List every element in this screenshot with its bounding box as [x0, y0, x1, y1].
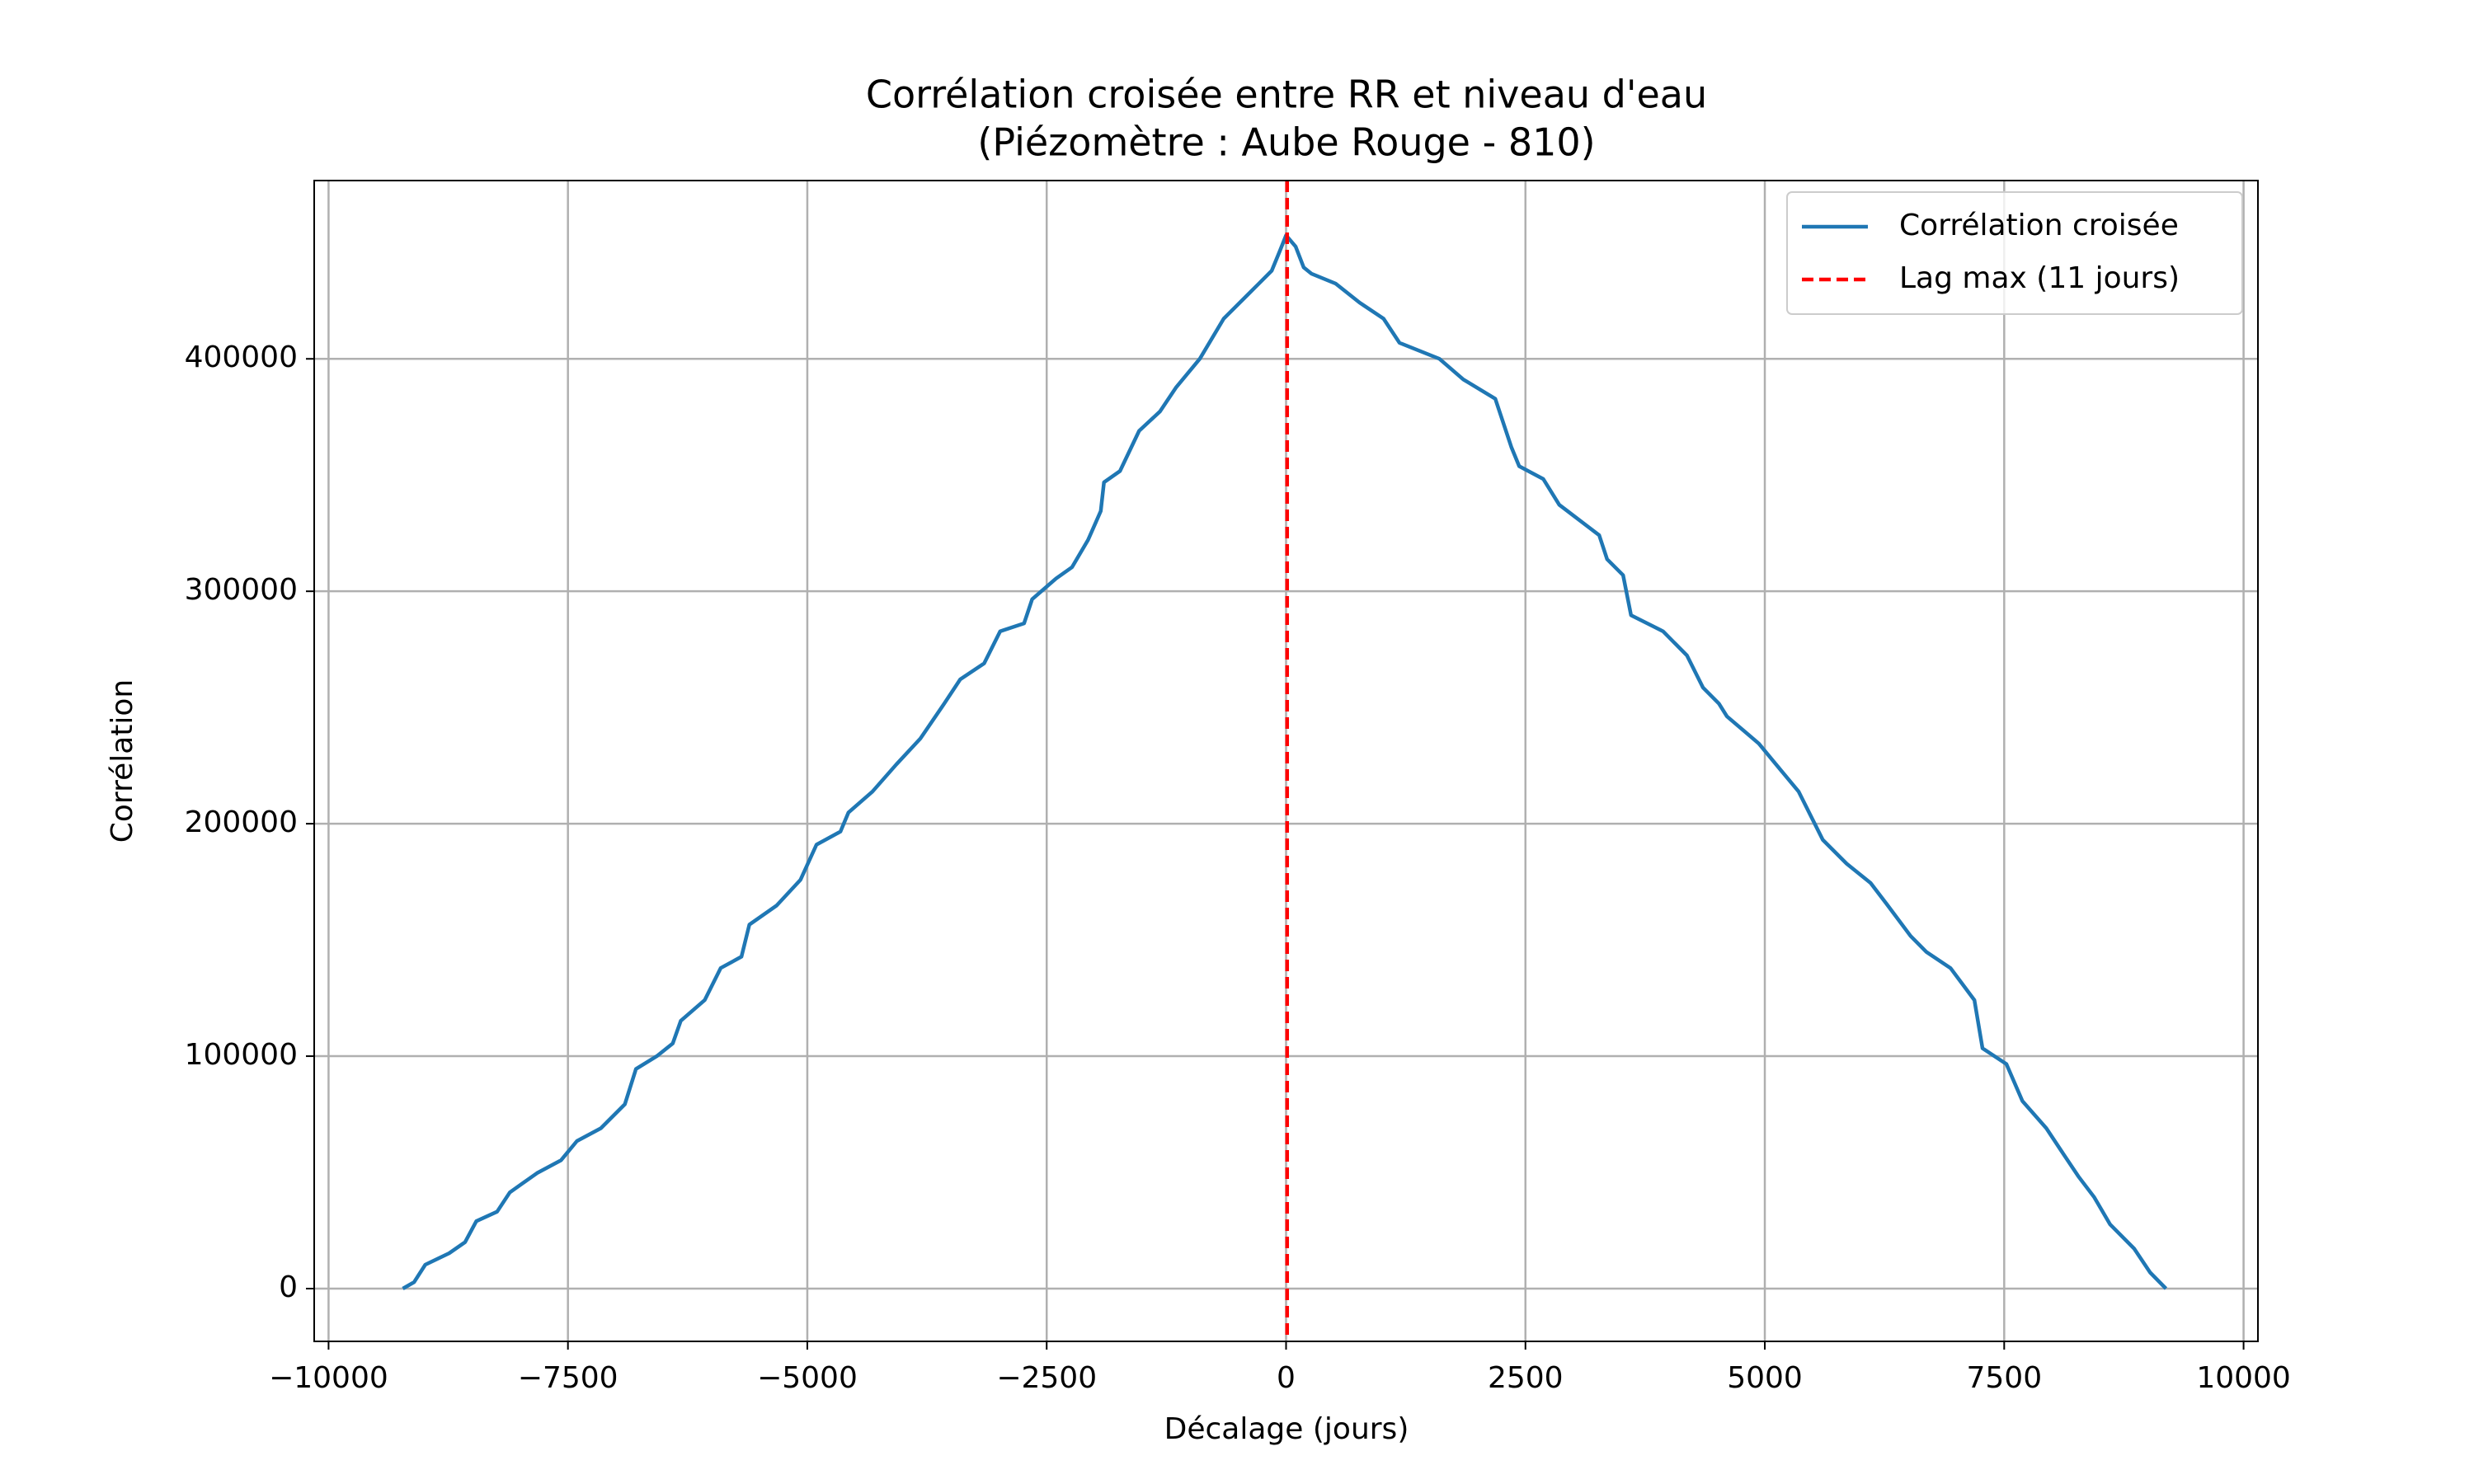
y-axis-label: Corrélation [106, 679, 139, 843]
chart-subtitle: (Piézomètre : Aube Rouge - 810) [977, 120, 1595, 165]
y-tick-label: 400000 [185, 340, 298, 374]
legend-box [1786, 191, 2243, 315]
y-tick-label: 200000 [185, 805, 298, 839]
x-tick-label: −7500 [518, 1361, 618, 1395]
data-line [402, 233, 2168, 1290]
x-tick-label: 2500 [1488, 1361, 1564, 1395]
x-tick-label: −2500 [996, 1361, 1097, 1395]
chart-title: Corrélation croisée entre RR et niveau d… [866, 73, 1707, 117]
x-tick-label: −5000 [757, 1361, 858, 1395]
x-tick-label: 5000 [1727, 1361, 1803, 1395]
legend-label: Corrélation croisée [1899, 209, 2179, 242]
x-axis-label: Décalage (jours) [1164, 1412, 1409, 1446]
y-tick-label: 0 [279, 1270, 298, 1304]
y-tick-label: 300000 [185, 573, 298, 607]
plot-frame [313, 180, 2259, 1342]
legend-label: Lag max (11 jours) [1899, 261, 2180, 295]
x-tick-label: 7500 [1967, 1361, 2043, 1395]
x-tick-label: 10000 [2196, 1361, 2291, 1395]
x-tick-label: −10000 [269, 1361, 388, 1395]
y-tick-label: 100000 [185, 1038, 298, 1072]
x-tick-label: 0 [1277, 1361, 1296, 1395]
